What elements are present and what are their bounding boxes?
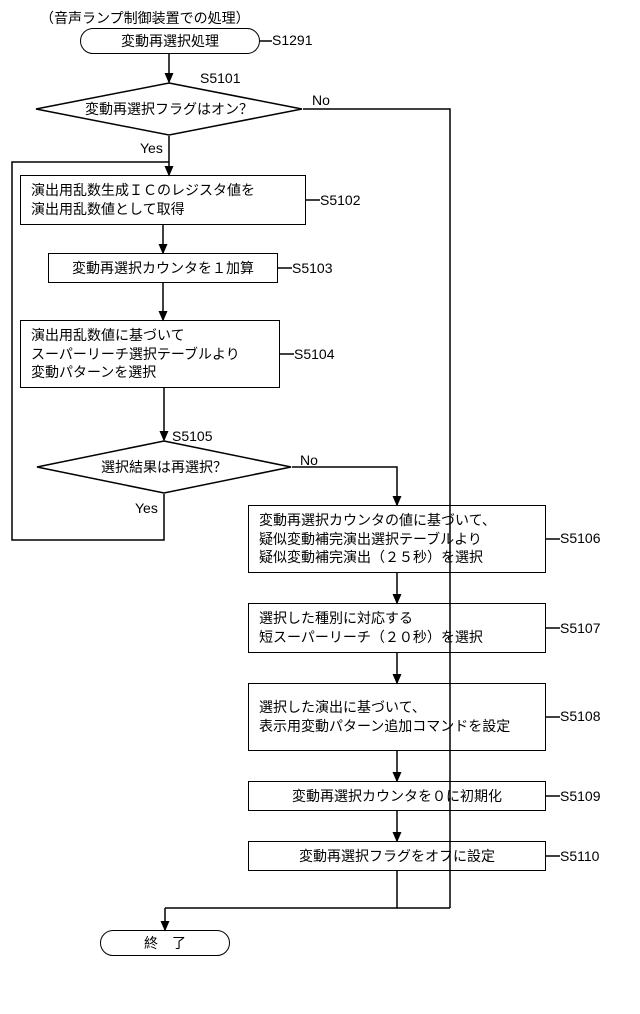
decision-s5101-yes: Yes bbox=[140, 140, 163, 156]
decision-s5101: 変動再選択フラグはオン？ bbox=[35, 82, 303, 136]
process-s5107-label: S5107 bbox=[560, 620, 600, 636]
process-s5110-label: S5110 bbox=[560, 848, 599, 864]
process-s5109: 変動再選択カウンタを０に初期化 bbox=[248, 781, 546, 811]
process-s5106: 変動再選択カウンタの値に基づいて、 疑似変動補完演出選択テーブルより 疑似変動補… bbox=[248, 505, 546, 573]
process-s5102-line2: 演出用乱数値として取得 bbox=[31, 200, 295, 219]
process-s5107-line1: 選択した種別に対応する bbox=[259, 609, 535, 628]
decision-s5105-text: 選択結果は再選択？ bbox=[36, 457, 292, 477]
decision-s5101-text: 変動再選択フラグはオン？ bbox=[35, 99, 303, 119]
process-s5102-line1: 演出用乱数生成ＩＣのレジスタ値を bbox=[31, 181, 295, 200]
start-text: 変動再選択処理 bbox=[121, 31, 219, 51]
process-s5107: 選択した種別に対応する 短スーパーリーチ（２０秒）を選択 bbox=[248, 603, 546, 653]
flowchart-caption: （音声ランプ制御装置での処理） bbox=[40, 8, 250, 28]
process-s5108-line2: 表示用変動パターン追加コマンドを設定 bbox=[259, 717, 535, 736]
process-s5108: 選択した演出に基づいて、 表示用変動パターン追加コマンドを設定 bbox=[248, 683, 546, 751]
process-s5110: 変動再選択フラグをオフに設定 bbox=[248, 841, 546, 871]
decision-s5105-no: No bbox=[300, 452, 318, 468]
process-s5107-line2: 短スーパーリーチ（２０秒）を選択 bbox=[259, 628, 535, 647]
process-s5102: 演出用乱数生成ＩＣのレジスタ値を 演出用乱数値として取得 bbox=[20, 175, 306, 225]
process-s5106-line3: 疑似変動補完演出（２５秒）を選択 bbox=[259, 548, 535, 567]
start-terminator: 変動再選択処理 bbox=[80, 28, 260, 54]
process-s5108-line1: 選択した演出に基づいて、 bbox=[259, 698, 535, 717]
decision-s5105-yes: Yes bbox=[135, 500, 158, 516]
process-s5106-label: S5106 bbox=[560, 530, 600, 546]
process-s5104-line3: 変動パターンを選択 bbox=[31, 363, 269, 382]
process-s5102-label: S5102 bbox=[320, 192, 360, 208]
decision-s5105-label: S5105 bbox=[172, 428, 212, 444]
process-s5106-line1: 変動再選択カウンタの値に基づいて、 bbox=[259, 511, 535, 530]
process-s5104-line2: スーパーリーチ選択テーブルより bbox=[31, 345, 269, 364]
process-s5109-label: S5109 bbox=[560, 788, 600, 804]
start-label: S1291 bbox=[272, 32, 312, 48]
end-terminator: 終 了 bbox=[100, 930, 230, 956]
process-s5103-label: S5103 bbox=[292, 260, 332, 276]
process-s5106-line2: 疑似変動補完演出選択テーブルより bbox=[259, 530, 535, 549]
process-s5104-line1: 演出用乱数値に基づいて bbox=[31, 326, 269, 345]
process-s5104-label: S5104 bbox=[294, 346, 334, 362]
process-s5110-text: 変動再選択フラグをオフに設定 bbox=[259, 847, 535, 866]
process-s5104: 演出用乱数値に基づいて スーパーリーチ選択テーブルより 変動パターンを選択 bbox=[20, 320, 280, 388]
flowchart-canvas: （音声ランプ制御装置での処理） 変動再選択処理 S1291 変動再選択フラグはオ… bbox=[0, 0, 640, 1014]
process-s5108-label: S5108 bbox=[560, 708, 600, 724]
decision-s5105: 選択結果は再選択？ bbox=[36, 440, 292, 494]
decision-s5101-no: No bbox=[312, 92, 330, 108]
end-text: 終 了 bbox=[144, 933, 186, 953]
decision-s5101-label: S5101 bbox=[200, 70, 240, 86]
process-s5109-text: 変動再選択カウンタを０に初期化 bbox=[259, 787, 535, 806]
process-s5103-text: 変動再選択カウンタを１加算 bbox=[59, 259, 267, 278]
process-s5103: 変動再選択カウンタを１加算 bbox=[48, 253, 278, 283]
